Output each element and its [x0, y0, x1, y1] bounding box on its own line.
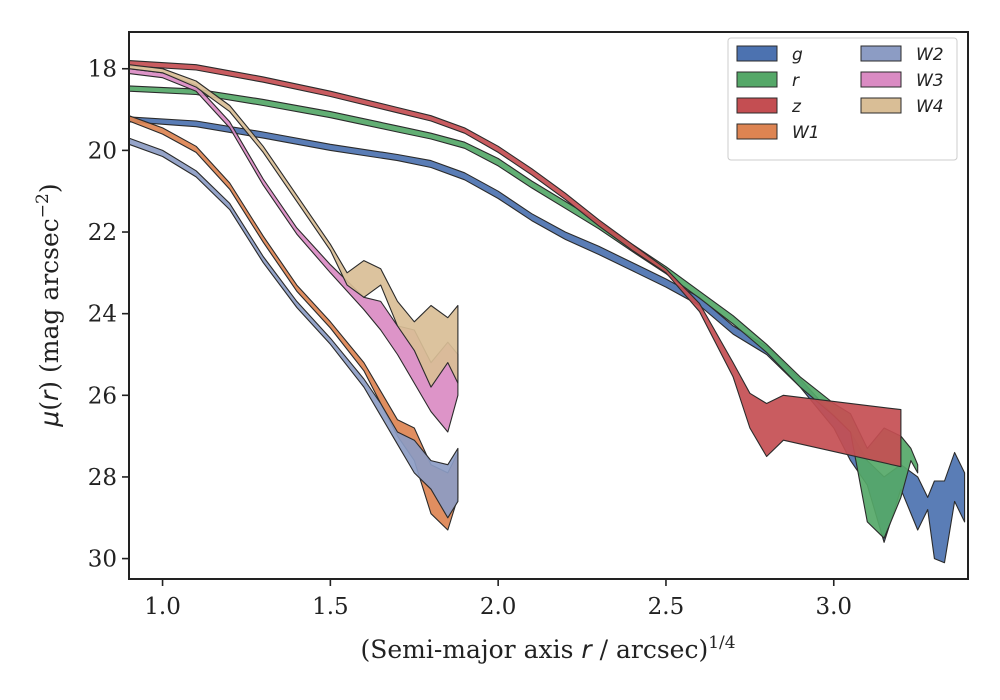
- y-tick-label: 20: [88, 138, 117, 164]
- legend-label-w1: W1: [792, 123, 820, 143]
- legend-swatch-r: [736, 71, 778, 88]
- legend-swatch-g: [736, 45, 778, 62]
- y-tick-label: 28: [88, 465, 117, 491]
- series-band-z: [128, 60, 902, 468]
- legend-label-w2: W2: [916, 45, 944, 65]
- plot-frame: [128, 31, 969, 580]
- x-tick-label: 2.0: [480, 594, 517, 620]
- x-tick-label: 2.5: [648, 594, 685, 620]
- y-tick-label: 24: [88, 302, 117, 328]
- legend-label-r: r: [792, 71, 800, 91]
- legend-label-w4: W4: [916, 97, 944, 117]
- series-layer: [128, 60, 966, 564]
- x-axis-label: (Semi-major axis r / arcsec)1/4: [360, 633, 735, 664]
- x-axis-ticks: 1.0 1.5 2.0 2.5 3.0: [144, 579, 852, 620]
- y-tick-label: 26: [88, 383, 117, 409]
- x-tick-label: 3.0: [815, 594, 852, 620]
- legend-swatch-w4: [860, 97, 902, 114]
- y-tick-label: 18: [88, 57, 117, 83]
- y-tick-label: 22: [88, 220, 117, 246]
- legend-box: [727, 37, 958, 161]
- legend-swatch-w3: [860, 71, 902, 88]
- legend-swatch-z: [736, 97, 778, 114]
- x-tick-label: 1.0: [144, 594, 181, 620]
- series-band-w4: [128, 64, 459, 388]
- legend: grz W1 W2 W3 W4: [727, 37, 958, 161]
- series-band-r: [128, 85, 919, 539]
- legend-swatch-w2: [860, 45, 902, 62]
- y-tick-label: 30: [88, 547, 117, 573]
- series-band-w3: [128, 68, 459, 433]
- x-tick-label: 1.5: [312, 594, 349, 620]
- legend-label-w3: W3: [916, 71, 944, 91]
- y-axis-ticks: 18 20 22 24 26 28 30: [88, 57, 129, 573]
- legend-label-z: z: [791, 97, 802, 117]
- series-band-w2: [128, 137, 459, 519]
- legend-label-g: g: [792, 45, 803, 65]
- y-axis-label: μ(r) (mag arcsec−2): [33, 183, 64, 427]
- legend-swatch-w1: [736, 123, 778, 140]
